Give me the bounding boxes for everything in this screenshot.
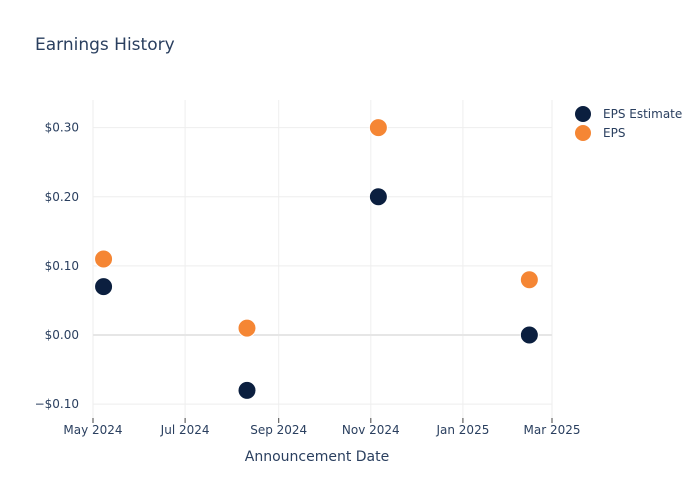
x-axis-ticks: May 2024 Jul 2024 Sep 2024 Nov 2024 Jan 2025… bbox=[63, 418, 581, 437]
y-tick-label: $0.30 bbox=[45, 121, 79, 135]
eps-point bbox=[94, 249, 114, 269]
y-axis-ticks: −$0.10 $0.00 $0.10 $0.20 $0.30 bbox=[35, 121, 79, 412]
x-tick-label: Jan 2025 bbox=[435, 423, 489, 437]
y-tick-label: $0.10 bbox=[45, 259, 79, 273]
eps-point bbox=[368, 118, 388, 138]
chart-title: Earnings History bbox=[35, 35, 175, 55]
eps-point bbox=[519, 270, 539, 290]
x-tick-label: May 2024 bbox=[63, 423, 122, 437]
legend-item-eps[interactable]: EPS bbox=[575, 125, 625, 141]
grid-layer bbox=[92, 100, 553, 418]
legend-marker-eps-estimate bbox=[575, 106, 591, 122]
x-tick-label: Jul 2024 bbox=[160, 423, 210, 437]
y-tick-label: −$0.10 bbox=[35, 397, 79, 411]
eps-estimate-point bbox=[519, 325, 539, 345]
x-tick-label: Sep 2024 bbox=[250, 423, 307, 437]
legend[interactable]: EPS Estimate EPS bbox=[575, 106, 682, 141]
legend-marker-eps bbox=[575, 125, 591, 141]
eps-estimate-point bbox=[94, 277, 114, 297]
data-points bbox=[94, 118, 539, 400]
eps-estimate-point bbox=[368, 187, 388, 207]
eps-point bbox=[237, 318, 257, 338]
eps-estimate-point bbox=[237, 380, 257, 400]
y-tick-label: $0.00 bbox=[45, 328, 79, 342]
y-tick-label: $0.20 bbox=[45, 190, 79, 204]
x-tick-label: Mar 2025 bbox=[524, 423, 581, 437]
legend-label-eps: EPS bbox=[603, 126, 625, 140]
legend-label-eps-estimate: EPS Estimate bbox=[603, 107, 682, 121]
legend-item-eps-estimate[interactable]: EPS Estimate bbox=[575, 106, 682, 122]
x-tick-label: Nov 2024 bbox=[342, 423, 400, 437]
x-axis-title: Announcement Date bbox=[245, 449, 389, 465]
